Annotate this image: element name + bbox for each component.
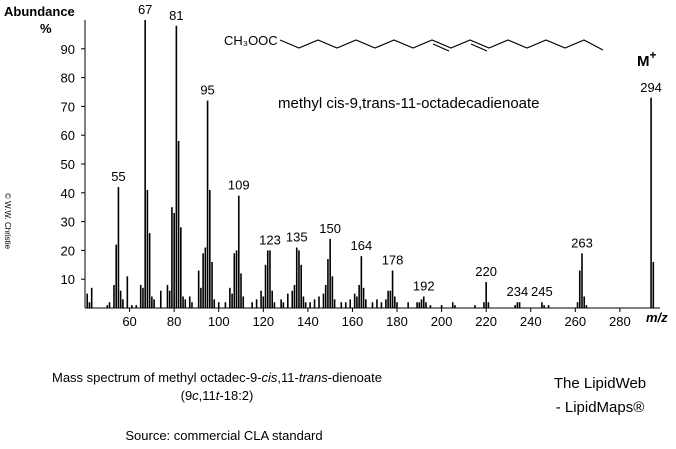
structure (279, 39, 604, 52)
ion-charge: + (650, 48, 657, 62)
x-tick-label: 100 (208, 314, 230, 329)
peak-label: 164 (351, 238, 373, 253)
x-tick-label: 260 (564, 314, 586, 329)
x-tick-label: 280 (609, 314, 631, 329)
x-tick-label: 160 (342, 314, 364, 329)
structure-label: CH₃OOC (224, 33, 278, 48)
peak-label: 294 (640, 80, 662, 95)
y-axis-label: Abundance (4, 4, 75, 19)
chain (279, 39, 604, 51)
caption-part: ,11 (199, 388, 216, 403)
peak-label: 192 (413, 278, 435, 293)
peak-label: 109 (228, 178, 250, 193)
x-tick-label: 140 (297, 314, 319, 329)
x-tick-label: 80 (167, 314, 181, 329)
y-tick-label: 50 (61, 157, 75, 172)
caption-part: -18:2) (219, 388, 253, 403)
compound-name: methyl cis-9,trans-11-octadecadienoate (278, 95, 540, 112)
brand-line2: - LipidMaps® (556, 399, 645, 416)
caption-part: trans (299, 370, 328, 385)
y-unit: % (40, 21, 52, 36)
y-tick-label: 90 (61, 42, 75, 57)
x-axis-label: m/z (646, 310, 668, 325)
x-tick-label: 60 (122, 314, 136, 329)
ion-symbol: M (637, 53, 650, 70)
y-tick-label: 60 (61, 128, 75, 143)
y-tick-label: 40 (61, 186, 75, 201)
peak-label: 178 (382, 253, 404, 268)
double-bond (432, 43, 450, 52)
y-tick-label: 10 (61, 272, 75, 287)
caption-part: t (216, 388, 221, 403)
x-tick-label: 200 (431, 314, 453, 329)
peak-label: 263 (571, 235, 593, 250)
peak-label: 220 (475, 264, 497, 279)
molecular-ion: M+ (637, 48, 657, 70)
peak-label: 135 (286, 230, 308, 245)
brand-line1: The LipidWeb (554, 375, 646, 392)
peak-label: 95 (200, 83, 214, 98)
caption-part: -dienoate (328, 370, 382, 385)
peak-label: 123 (259, 232, 281, 247)
x-tick-label: 180 (386, 314, 408, 329)
y-tick-label: 80 (61, 71, 75, 86)
y-tick-label: 20 (61, 243, 75, 258)
double-bond (470, 43, 488, 52)
caption-part: (9 (181, 388, 193, 403)
source: Source: commercial CLA standard (125, 428, 322, 443)
peak-label: 150 (319, 221, 341, 236)
caption-part: c (192, 388, 199, 403)
caption-line2: (9c,11t-18:2) (181, 388, 254, 403)
caption-part: Mass spectrum of methyl octadec-9- (52, 370, 262, 385)
peak-label: 67 (138, 2, 152, 17)
y-tick-label: 30 (61, 215, 75, 230)
caption-part: ,11- (277, 370, 298, 385)
peak-label: 55 (111, 169, 125, 184)
copyright: © W.W. Christie (3, 193, 12, 250)
peak-label: 234 (507, 284, 529, 299)
x-tick-label: 220 (475, 314, 497, 329)
x-tick-label: 240 (520, 314, 542, 329)
x-tick-label: 120 (252, 314, 274, 329)
caption-part: cis (262, 370, 278, 385)
peak-label: 245 (531, 284, 553, 299)
caption-line1: Mass spectrum of methyl octadec-9-cis,11… (52, 370, 382, 385)
y-tick-label: 70 (61, 99, 75, 114)
peak-label: 81 (169, 8, 183, 23)
